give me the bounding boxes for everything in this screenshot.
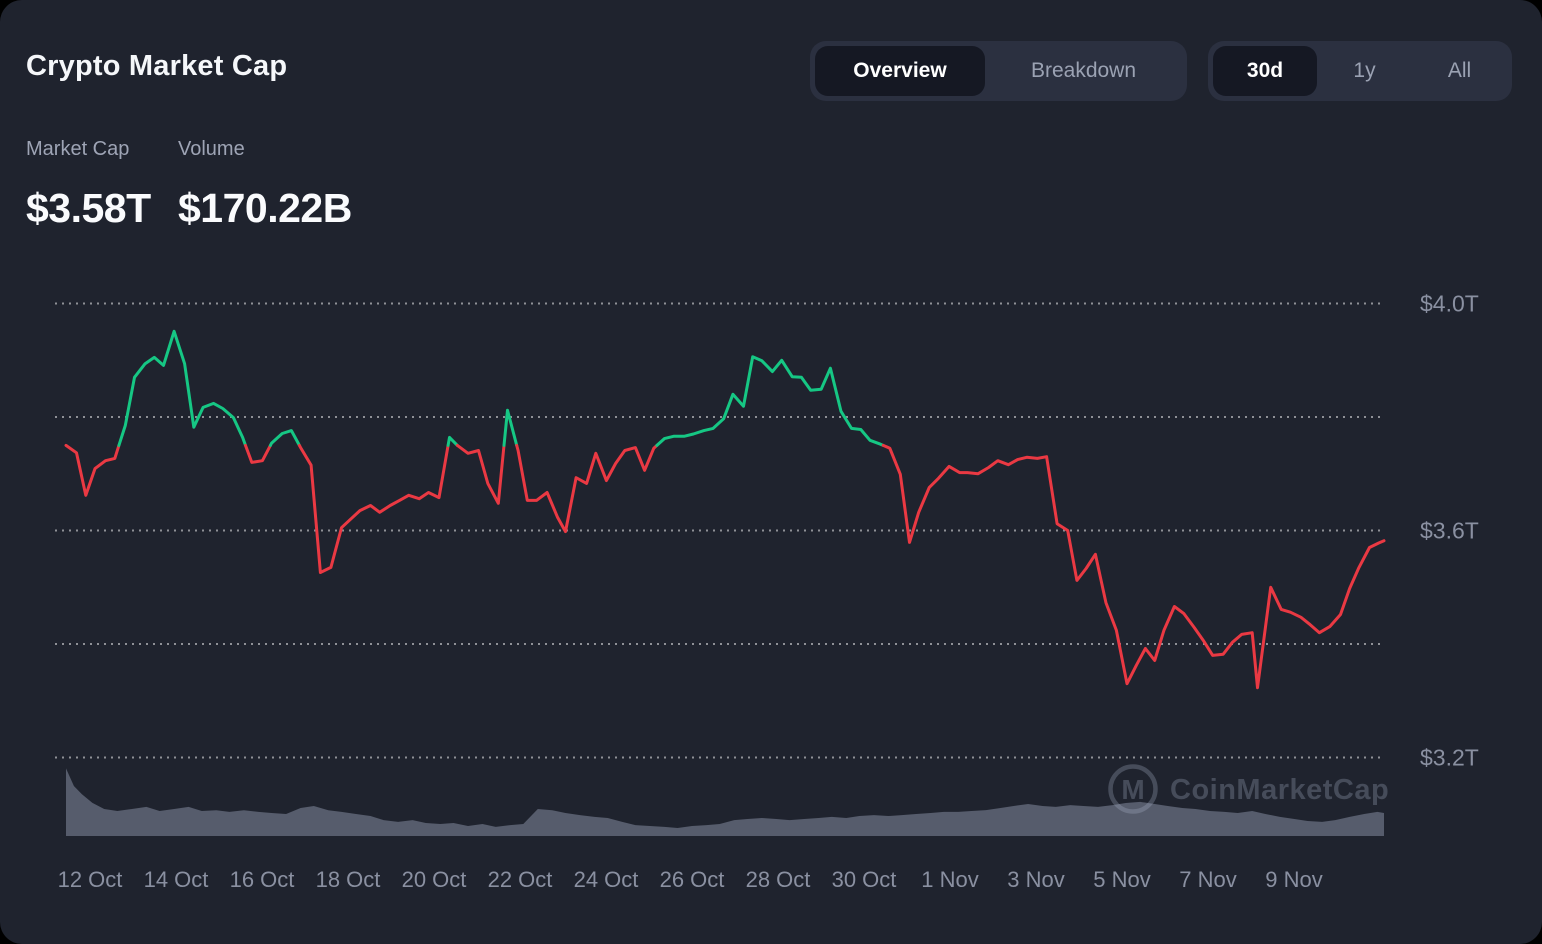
tab-30d[interactable]: 30d [1213,46,1317,96]
price-line-segment-up [117,329,247,447]
tab-1y[interactable]: 1y [1317,46,1412,96]
y-axis-label: $3.2T [1420,744,1479,770]
watermark-text: CoinMarketCap [1170,774,1389,806]
x-axis-label: 3 Nov [1007,867,1065,892]
chart-plot-area[interactable] [55,280,1385,840]
x-axis-label: 20 Oct [401,867,467,892]
gridlines [55,302,1385,759]
x-axis-label: 12 Oct [57,867,123,892]
tab-overview[interactable]: Overview [815,46,985,96]
x-axis-label: 1 Nov [921,867,979,892]
x-axis-label: 24 Oct [573,867,639,892]
volume-polygon [66,768,1384,836]
watermark: M CoinMarketCap [1108,764,1389,814]
x-axis-label: 5 Nov [1093,867,1151,892]
tab-breakdown[interactable]: Breakdown [985,46,1182,96]
x-axis-label: 16 Oct [229,867,295,892]
price-line-segment-down [515,443,659,534]
stat-market-cap-label: Market Cap [26,138,130,160]
x-axis-label: 9 Nov [1265,867,1323,892]
stat-volume-value: $170.22B [178,185,352,231]
x-axis-label: 28 Oct [745,867,811,892]
market-cap-line [64,329,1386,690]
stat-market-cap-value: $3.58T [26,185,151,231]
cmc-logo-m-icon: M [1121,774,1144,805]
range-toggle: 30d 1y All [1208,41,1512,101]
x-axis-label: 26 Oct [659,867,725,892]
price-line-segment-up [655,355,885,447]
stat-market-cap: Market Cap $3.58T [26,138,151,232]
view-toggle: Overview Breakdown [810,41,1187,101]
volume-area [66,768,1384,836]
cmc-logo-icon [1108,764,1158,814]
tab-all[interactable]: All [1412,46,1507,96]
stat-volume: Volume $170.22B [178,138,352,232]
price-line-segment-down [244,443,272,464]
x-axis-label: 14 Oct [143,867,209,892]
price-line-segment-down [881,443,1386,690]
x-axis-label: 22 Oct [487,867,553,892]
x-axis-label: 7 Nov [1179,867,1237,892]
page-title: Crypto Market Cap [26,50,288,82]
x-axis-label: 30 Oct [831,867,897,892]
price-line-segment-down [297,443,450,574]
y-axis-label: $4.0T [1420,290,1479,316]
price-line-segment-down [64,443,121,497]
x-axis-label: 18 Oct [315,867,381,892]
stat-volume-label: Volume [178,138,245,160]
y-axis-label: $3.6T [1420,517,1479,543]
price-line-segment-up [268,429,301,447]
price-line-segment-up [502,408,519,447]
price-line-segment-up [446,435,459,447]
price-line-segment-down [455,443,506,505]
